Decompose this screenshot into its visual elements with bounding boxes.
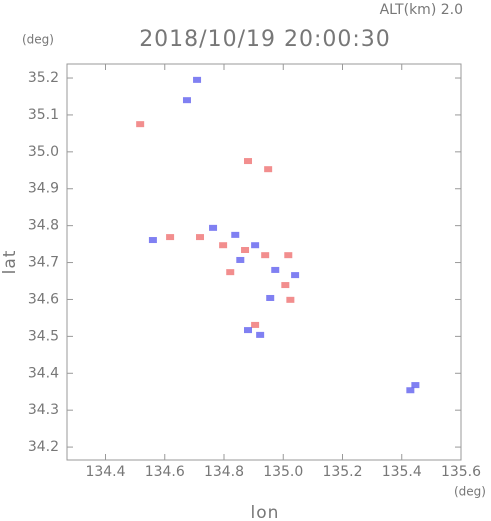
point	[231, 231, 240, 238]
point	[251, 242, 260, 249]
point	[261, 252, 270, 259]
point	[271, 266, 280, 273]
point	[166, 234, 175, 241]
plot-frame	[66, 63, 462, 461]
x-tick-label: 135.4	[382, 464, 422, 480]
x-tick-label: 134.8	[204, 464, 244, 480]
x-unit: (deg)	[454, 485, 486, 499]
y-tick-label: 34.3	[28, 402, 59, 418]
y-tick-label: 35.2	[28, 70, 59, 86]
point	[291, 272, 300, 279]
x-tick-label: 135.0	[263, 464, 303, 480]
point	[244, 327, 253, 334]
point	[193, 76, 202, 83]
y-tick-label: 34.5	[28, 328, 59, 344]
x-tick-label: 135.6	[441, 464, 481, 480]
y-axis-label: lat	[0, 250, 20, 275]
y-tick-label: 35.0	[28, 144, 59, 160]
point	[241, 247, 250, 254]
point	[244, 158, 253, 165]
point	[281, 282, 290, 289]
point	[406, 387, 415, 394]
point	[266, 294, 275, 301]
point	[219, 242, 228, 249]
point	[136, 121, 145, 128]
point	[256, 331, 265, 338]
y-tick-label: 34.6	[28, 291, 59, 307]
point	[236, 256, 245, 263]
y-tick-label: 34.7	[28, 255, 59, 271]
point	[411, 382, 420, 389]
point	[251, 321, 260, 328]
chart-subtitle: ALT(km) 2.0	[380, 2, 463, 18]
y-unit: (deg)	[22, 33, 54, 47]
point	[196, 234, 205, 241]
y-tick-label: 34.8	[28, 218, 59, 234]
y-tick-label: 34.2	[28, 439, 59, 455]
point	[226, 269, 235, 276]
x-tick-label: 134.6	[145, 464, 185, 480]
point	[284, 252, 293, 259]
x-tick-label: 135.2	[322, 464, 362, 480]
x-tick-label: 134.4	[85, 464, 125, 480]
y-tick-label: 34.9	[28, 181, 59, 197]
y-tick-label: 34.4	[28, 365, 59, 381]
chart-title: 2018/10/19 20:00:30	[139, 27, 391, 52]
y-tick-label: 35.1	[28, 107, 59, 123]
point	[148, 237, 157, 244]
point	[264, 166, 273, 173]
x-axis-label: lon	[251, 503, 280, 521]
point	[209, 224, 218, 231]
point	[182, 97, 191, 104]
point	[286, 296, 295, 303]
